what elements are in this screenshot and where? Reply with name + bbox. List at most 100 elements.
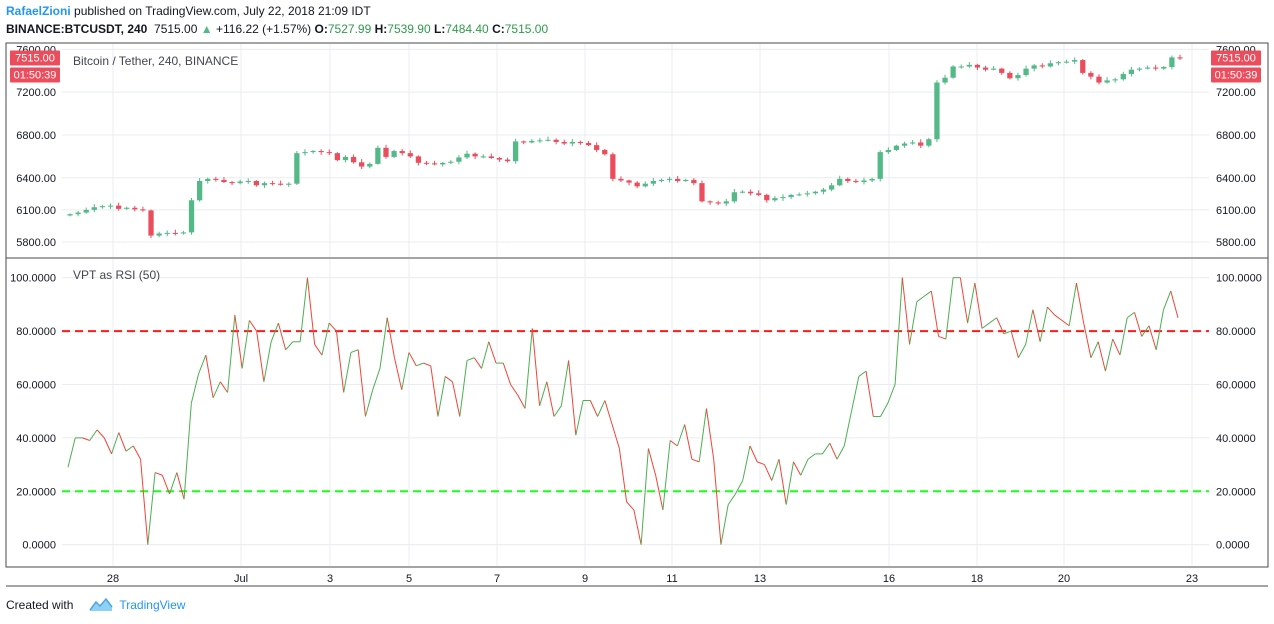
rsi-segment	[270, 322, 279, 342]
rsi-segment	[974, 282, 983, 329]
candle-body	[213, 178, 219, 180]
rsi-segment	[248, 320, 258, 332]
candle-body	[942, 77, 948, 83]
rsi-pane[interactable]: VPT as RSI (50)	[5, 257, 1269, 568]
candle	[812, 190, 819, 195]
rsi-segment	[466, 357, 475, 361]
rsi-segment	[481, 341, 490, 369]
candle	[391, 149, 397, 159]
candle-body	[869, 178, 875, 181]
candle	[545, 136, 551, 142]
candle	[318, 149, 324, 155]
candle	[796, 192, 802, 196]
rsi-segment	[749, 445, 758, 463]
candle-body	[610, 154, 616, 179]
candle	[302, 149, 308, 156]
candle-body	[278, 183, 284, 185]
candle-body	[1047, 63, 1053, 67]
rsi-segment	[234, 314, 243, 369]
candle-body	[107, 205, 114, 207]
author-name[interactable]: RafaelZioni	[6, 4, 71, 18]
rsi-segment	[938, 335, 947, 340]
candle-body	[1080, 60, 1086, 73]
candle	[909, 140, 916, 145]
rsi-segment	[684, 424, 693, 460]
candle	[1007, 71, 1013, 80]
rsi-segment	[887, 384, 896, 404]
rsi-segment	[901, 277, 911, 345]
candle-body	[415, 156, 422, 163]
candle-body	[585, 143, 592, 146]
candle	[610, 152, 616, 182]
candle	[577, 140, 584, 145]
candle	[512, 138, 519, 164]
candle-body	[926, 139, 932, 146]
rsi-segment	[96, 429, 105, 439]
candle	[756, 190, 762, 197]
rsi-segment	[1155, 309, 1164, 350]
last-price: 7515.00	[154, 22, 198, 36]
tradingview-link[interactable]: TradingView	[79, 598, 185, 612]
price-pane[interactable]: Bitcoin / Tether, 240, BINANCE	[5, 42, 1269, 259]
rsi-segment	[1025, 309, 1034, 345]
candle-body	[650, 181, 656, 184]
x-tick-label: 28	[107, 573, 119, 585]
price-pane-title: Bitcoin / Tether, 240, BINANCE	[73, 54, 238, 68]
rsi-threshold-lines	[62, 330, 1209, 493]
rsi-ytick-right: 100.0000	[1216, 273, 1262, 285]
candle	[205, 177, 211, 184]
rsi-segment	[67, 437, 76, 468]
candle	[828, 182, 835, 192]
candle	[407, 150, 413, 158]
candle	[415, 155, 422, 166]
candle	[180, 230, 187, 235]
candle	[877, 150, 883, 182]
rsi-segment	[517, 394, 526, 409]
candle-body	[99, 206, 106, 208]
candle	[529, 139, 535, 144]
rsi-segment	[764, 464, 773, 481]
low-label: L:	[434, 22, 446, 36]
candle-body	[229, 182, 235, 184]
rsi-segment	[386, 317, 395, 358]
candle-body	[318, 151, 324, 153]
rsi-segment	[169, 472, 178, 495]
candle	[764, 193, 770, 203]
rsi-segment	[1083, 322, 1092, 358]
rsi-segment	[604, 400, 613, 425]
rsi-ytick-left: 60.0000	[16, 379, 56, 391]
rsi-segment	[132, 445, 141, 460]
rsi-segment	[161, 475, 171, 495]
publish-info: RafaelZioni published on TradingView.com…	[6, 4, 371, 18]
candle-body	[253, 181, 259, 186]
rsi-segment	[154, 472, 163, 476]
candle-body	[675, 178, 681, 182]
candle	[869, 177, 875, 182]
rsi-segment	[430, 365, 439, 417]
candle	[464, 150, 470, 160]
countdown-badge-right	[1211, 67, 1261, 83]
candle-body	[707, 201, 713, 203]
candle-body	[205, 178, 211, 182]
candle	[423, 160, 430, 166]
candle-body	[302, 152, 308, 154]
candle-body	[634, 182, 640, 187]
rsi-segment	[916, 295, 925, 303]
candle-body	[180, 232, 187, 234]
candle-body	[739, 191, 746, 193]
candle	[723, 198, 729, 207]
rsi-segment	[343, 352, 352, 393]
rsi-segment	[328, 322, 337, 332]
rsi-segment	[263, 341, 272, 382]
candle	[942, 74, 948, 85]
candle	[618, 176, 624, 183]
candle-body	[828, 185, 835, 190]
candle-body	[91, 207, 97, 210]
last-price-badge-right	[1211, 50, 1261, 66]
candle-body	[577, 141, 584, 144]
candle	[626, 179, 632, 186]
rsi-ytick-left: 100.0000	[10, 273, 56, 285]
rsi-segment	[459, 360, 468, 417]
candle	[496, 156, 503, 162]
